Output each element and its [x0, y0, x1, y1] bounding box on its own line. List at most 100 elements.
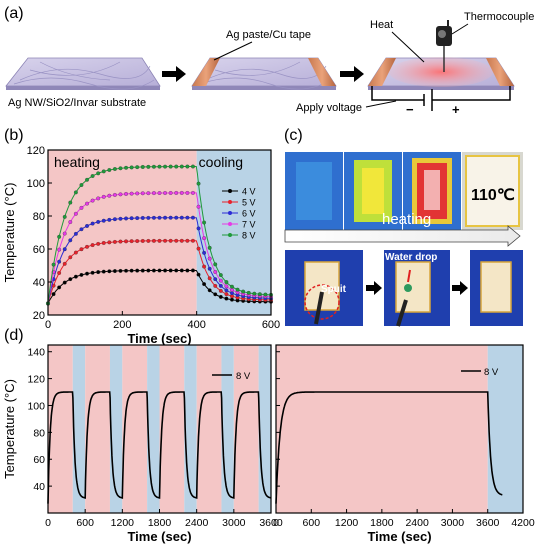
data-point: [90, 198, 95, 203]
data-point: [118, 216, 123, 221]
data-point: [101, 269, 106, 274]
data-point: [129, 165, 134, 170]
data-point: [129, 268, 134, 273]
data-point: [174, 268, 179, 273]
data-point: [118, 268, 123, 273]
data-point: [213, 269, 218, 274]
data-point: [85, 271, 89, 276]
x-tick-label: 3600: [476, 517, 500, 529]
data-point: [157, 238, 162, 243]
legend-label: 7 V: [242, 220, 256, 230]
data-point: [230, 297, 234, 302]
data-point: [90, 174, 95, 178]
heating-band: [159, 345, 185, 513]
data-point: [85, 201, 89, 206]
plot-frame: [275, 344, 524, 514]
temperature-value: 110℃: [471, 187, 515, 204]
data-point: [146, 191, 151, 196]
data-point: [140, 165, 145, 169]
x-tick-label: 0: [45, 319, 51, 331]
y-tick-label: 80: [33, 211, 45, 223]
data-point: [140, 268, 145, 273]
data-point: [263, 292, 268, 297]
data-point: [163, 215, 168, 220]
heating-arrow: [284, 225, 521, 247]
data-point: [224, 284, 229, 289]
data-point: [107, 217, 112, 222]
data-point: [101, 169, 106, 174]
data-point: [202, 264, 207, 269]
data-point: [168, 238, 173, 243]
data-point: [241, 289, 246, 294]
y-axis-label: Temperature (°C): [2, 183, 17, 283]
data-point: [168, 164, 173, 169]
data-point: [112, 239, 117, 244]
panel-d: (d) 0 600 1200 1800 2400 3000 3600406080100120…: [2, 327, 535, 544]
paste-label: Ag paste/Cu tape: [226, 29, 311, 41]
data-point: [151, 238, 156, 243]
legend-marker: [228, 189, 232, 193]
heating-region: [276, 345, 488, 513]
arrow-right-icon: [162, 66, 186, 82]
y-tick-label: 100: [27, 178, 45, 190]
data-point: [62, 214, 67, 219]
data-point: [235, 287, 240, 292]
data-point: [252, 291, 257, 296]
x-axis-label: Time (sec): [367, 529, 431, 544]
data-point: [174, 191, 179, 195]
data-point: [179, 190, 184, 195]
data-point: [213, 283, 218, 288]
data-point: [57, 270, 62, 275]
data-point: [168, 268, 173, 273]
cooling-band: [184, 345, 197, 513]
data-point: [146, 215, 151, 220]
y-tick-label: 60: [33, 454, 45, 466]
x-tick-label: 3600: [259, 517, 283, 529]
data-point: [213, 262, 218, 267]
legend-marker: [228, 211, 232, 215]
data-point: [79, 272, 84, 277]
data-point: [185, 215, 190, 220]
water-drop-label: Water drop: [385, 252, 437, 263]
copper-tape-right: [308, 58, 336, 86]
data-point: [202, 220, 207, 225]
data-point: [218, 288, 223, 293]
data-point: [179, 215, 184, 220]
data-point: [224, 280, 229, 285]
x-tick-label: 2400: [405, 517, 429, 529]
data-point: [179, 164, 184, 169]
legend-label: 4 V: [242, 187, 256, 197]
data-point: [163, 191, 168, 195]
data-point: [224, 292, 229, 297]
y-tick-label: 40: [33, 277, 45, 289]
x-axis-label: Time (sec): [127, 331, 191, 346]
data-point: [101, 241, 106, 245]
data-point: [62, 280, 67, 285]
data-point: [96, 241, 101, 246]
x-tick-label: 0: [45, 517, 51, 529]
x-tick-label: 1200: [335, 517, 359, 529]
data-point: [140, 215, 145, 220]
data-point: [163, 238, 168, 243]
data-point: [129, 239, 134, 244]
data-point: [246, 290, 251, 295]
legend-label: 8 V: [242, 231, 256, 241]
data-point: [196, 272, 201, 277]
y-tick-label: 40: [33, 481, 45, 493]
x-tick-label: 3000: [222, 517, 246, 529]
substrate-label: Ag NW/SiO2/Invar substrate: [8, 97, 146, 109]
data-point: [224, 288, 229, 293]
data-point: [190, 190, 195, 195]
data-point: [185, 190, 190, 195]
data-point: [62, 247, 67, 252]
data-point: [151, 164, 156, 169]
data-point: [190, 215, 195, 220]
data-point: [174, 215, 179, 220]
legend-marker: [228, 222, 232, 226]
heating-band: [196, 345, 222, 513]
substrate-plate-3: [367, 57, 515, 90]
data-point: [90, 243, 95, 248]
plot-frame: [47, 149, 272, 316]
data-point: [163, 268, 168, 273]
